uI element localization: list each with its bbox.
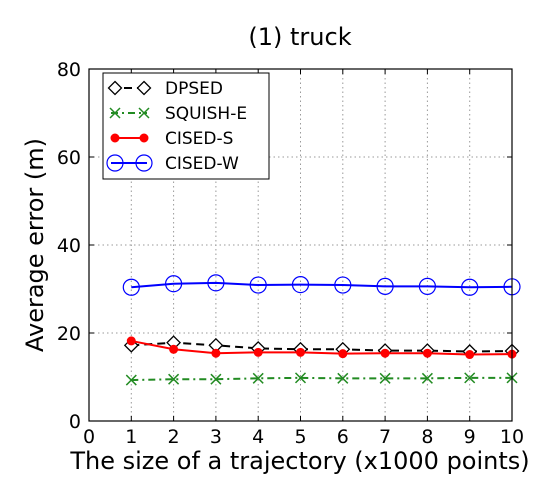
data-point-squish-e	[294, 372, 307, 384]
data-point-squish-e	[125, 374, 137, 386]
legend-entry-cised-w: CISED-W	[106, 154, 239, 174]
data-point-cised-w	[122, 278, 140, 296]
data-point-cised-s	[253, 347, 263, 357]
x-tick-label: 10	[500, 426, 524, 448]
y-axis-label: Average error (m)	[21, 138, 49, 352]
legend-label-squish-e: SQUISH-E	[165, 104, 247, 124]
data-point-cised-w	[334, 276, 352, 294]
x-tick-label: 2	[168, 426, 180, 448]
data-point-squish-e	[337, 372, 349, 384]
x-tick-label: 0	[83, 426, 95, 448]
data-point-cised-s	[380, 348, 390, 358]
data-point-cised-w	[207, 274, 225, 292]
x-tick-label: 6	[337, 426, 349, 448]
data-point-squish-e	[252, 372, 264, 384]
y-tick-label: 40	[57, 235, 81, 257]
legend-label-cised-s: CISED-S	[165, 129, 233, 149]
data-point-squish-e	[379, 372, 391, 384]
data-point-cised-s	[422, 348, 432, 358]
legend-marker-dpsed	[107, 80, 123, 96]
series-line-cised-s	[131, 339, 513, 356]
legend-label-dpsed: DPSED	[165, 79, 223, 99]
legend-box	[102, 72, 270, 180]
x-tick-label: 5	[294, 426, 306, 448]
legend-entry-squish-e: SQUISH-E	[109, 104, 247, 124]
data-point-cised-w	[291, 276, 310, 294]
series-squish-e	[125, 372, 518, 386]
legend-marker-cised-w	[106, 154, 124, 172]
y-tick-label: 20	[57, 323, 81, 345]
x-tick-label: 3	[210, 426, 222, 448]
data-point-cised-s	[296, 347, 305, 357]
data-point-squish-e	[210, 373, 222, 385]
series-line-squish-e	[131, 376, 512, 382]
y-tick-label: 60	[57, 147, 81, 169]
series-cised-s	[126, 336, 517, 360]
data-point-cised-s	[465, 350, 475, 360]
legend-entry-dpsed: DPSED	[107, 79, 223, 99]
x-tick-label: 4	[252, 426, 264, 448]
data-point-cised-w	[376, 277, 394, 295]
data-point-cised-s	[126, 336, 136, 346]
series-cised-w	[122, 274, 521, 296]
data-point-cised-w	[249, 276, 267, 294]
y-tick-label: 0	[69, 411, 81, 433]
x-tick-label: 7	[379, 426, 391, 448]
series-line-dpsed	[131, 341, 513, 353]
legend-marker-cised-s	[139, 133, 149, 143]
data-point-cised-w	[461, 278, 479, 296]
legend-label-cised-w: CISED-W	[165, 154, 239, 174]
x-axis-label: The size of a trajectory (x1000 points)	[69, 447, 529, 475]
legend: DPSED SQUISH-E CISED-S CISED-W	[102, 72, 270, 180]
y-tick-label: 80	[57, 59, 81, 81]
data-point-squish-e	[168, 373, 180, 385]
legend-marker-cised-w	[135, 154, 153, 172]
data-point-cised-w	[165, 275, 183, 293]
data-point-cised-s	[169, 344, 179, 354]
x-tick-label: 1	[125, 426, 137, 448]
legend-entry-cised-s: CISED-S	[110, 129, 233, 149]
data-point-cised-w	[418, 277, 436, 295]
chart-title: (1) truck	[248, 23, 351, 51]
legend-marker-cised-s	[110, 133, 120, 143]
data-point-cised-s	[211, 348, 221, 358]
axis-ticks: 0 1 2 3 4 5 6 7 8 9 10 0 20 40 60 80	[57, 59, 524, 448]
series-line-cised-w	[131, 281, 513, 289]
legend-marker-squish-e	[138, 107, 150, 119]
x-tick-label: 8	[421, 426, 433, 448]
legend-marker-dpsed	[136, 80, 152, 96]
data-point-squish-e	[421, 372, 433, 384]
series-group	[122, 274, 521, 386]
legend-marker-squish-e	[109, 107, 121, 119]
data-point-squish-e	[464, 372, 476, 384]
x-tick-label: 9	[464, 426, 476, 448]
data-point-cised-s	[338, 349, 348, 359]
